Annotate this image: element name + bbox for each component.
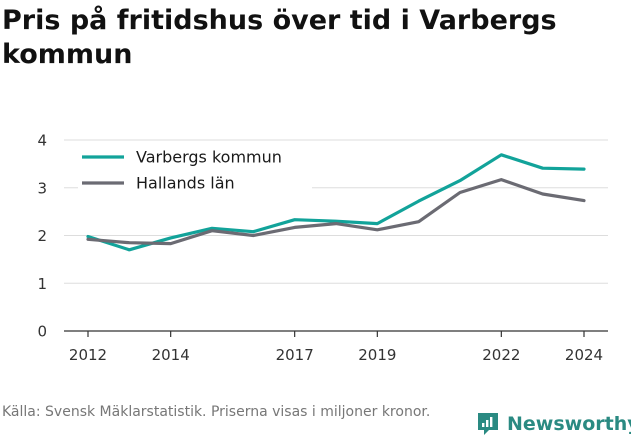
y-tick-label: 2: [37, 227, 47, 245]
x-tick-label: 2019: [358, 346, 396, 364]
series-lines: [86, 153, 586, 252]
y-tick-label: 0: [37, 323, 47, 341]
line-chart: 0 1 2 3 4 2012 2014 2017 2019 2022 2024 Varbergs …: [37, 132, 608, 364]
x-tick-label: 2022: [482, 346, 520, 364]
brand-name: Newsworthy: [507, 413, 631, 435]
x-tick-label: 2012: [69, 346, 107, 364]
y-tick-label: 1: [37, 275, 47, 293]
legend: Varbergs kommun Hallands län: [78, 147, 312, 193]
legend-background: [78, 173, 312, 193]
legend-label-1: Varbergs kommun: [136, 148, 282, 167]
source-note: Källa: Svensk Mäklarstatistik. Priserna …: [2, 404, 431, 420]
y-tick-label: 4: [37, 132, 47, 150]
chart-title: Pris på fritidshus över tid i Varbergs k…: [2, 5, 557, 70]
series-line-1: [86, 153, 586, 252]
x-tick-label: 2014: [152, 346, 190, 364]
grid-lines: [64, 139, 608, 284]
y-axis: 0 1 2 3 4: [37, 132, 47, 341]
legend-label-2: Hallands län: [136, 174, 235, 193]
x-axis: 2012 2014 2017 2019 2022 2024: [64, 330, 608, 364]
x-tick-label: 2017: [276, 346, 314, 364]
y-tick-label: 3: [37, 179, 47, 197]
legend-background: [78, 147, 312, 167]
newsworthy-logo-icon: [478, 413, 498, 435]
x-tick-label: 2024: [565, 346, 603, 364]
series-line-2: [86, 178, 586, 246]
brand-logo[interactable]: Newsworthy: [476, 410, 631, 438]
